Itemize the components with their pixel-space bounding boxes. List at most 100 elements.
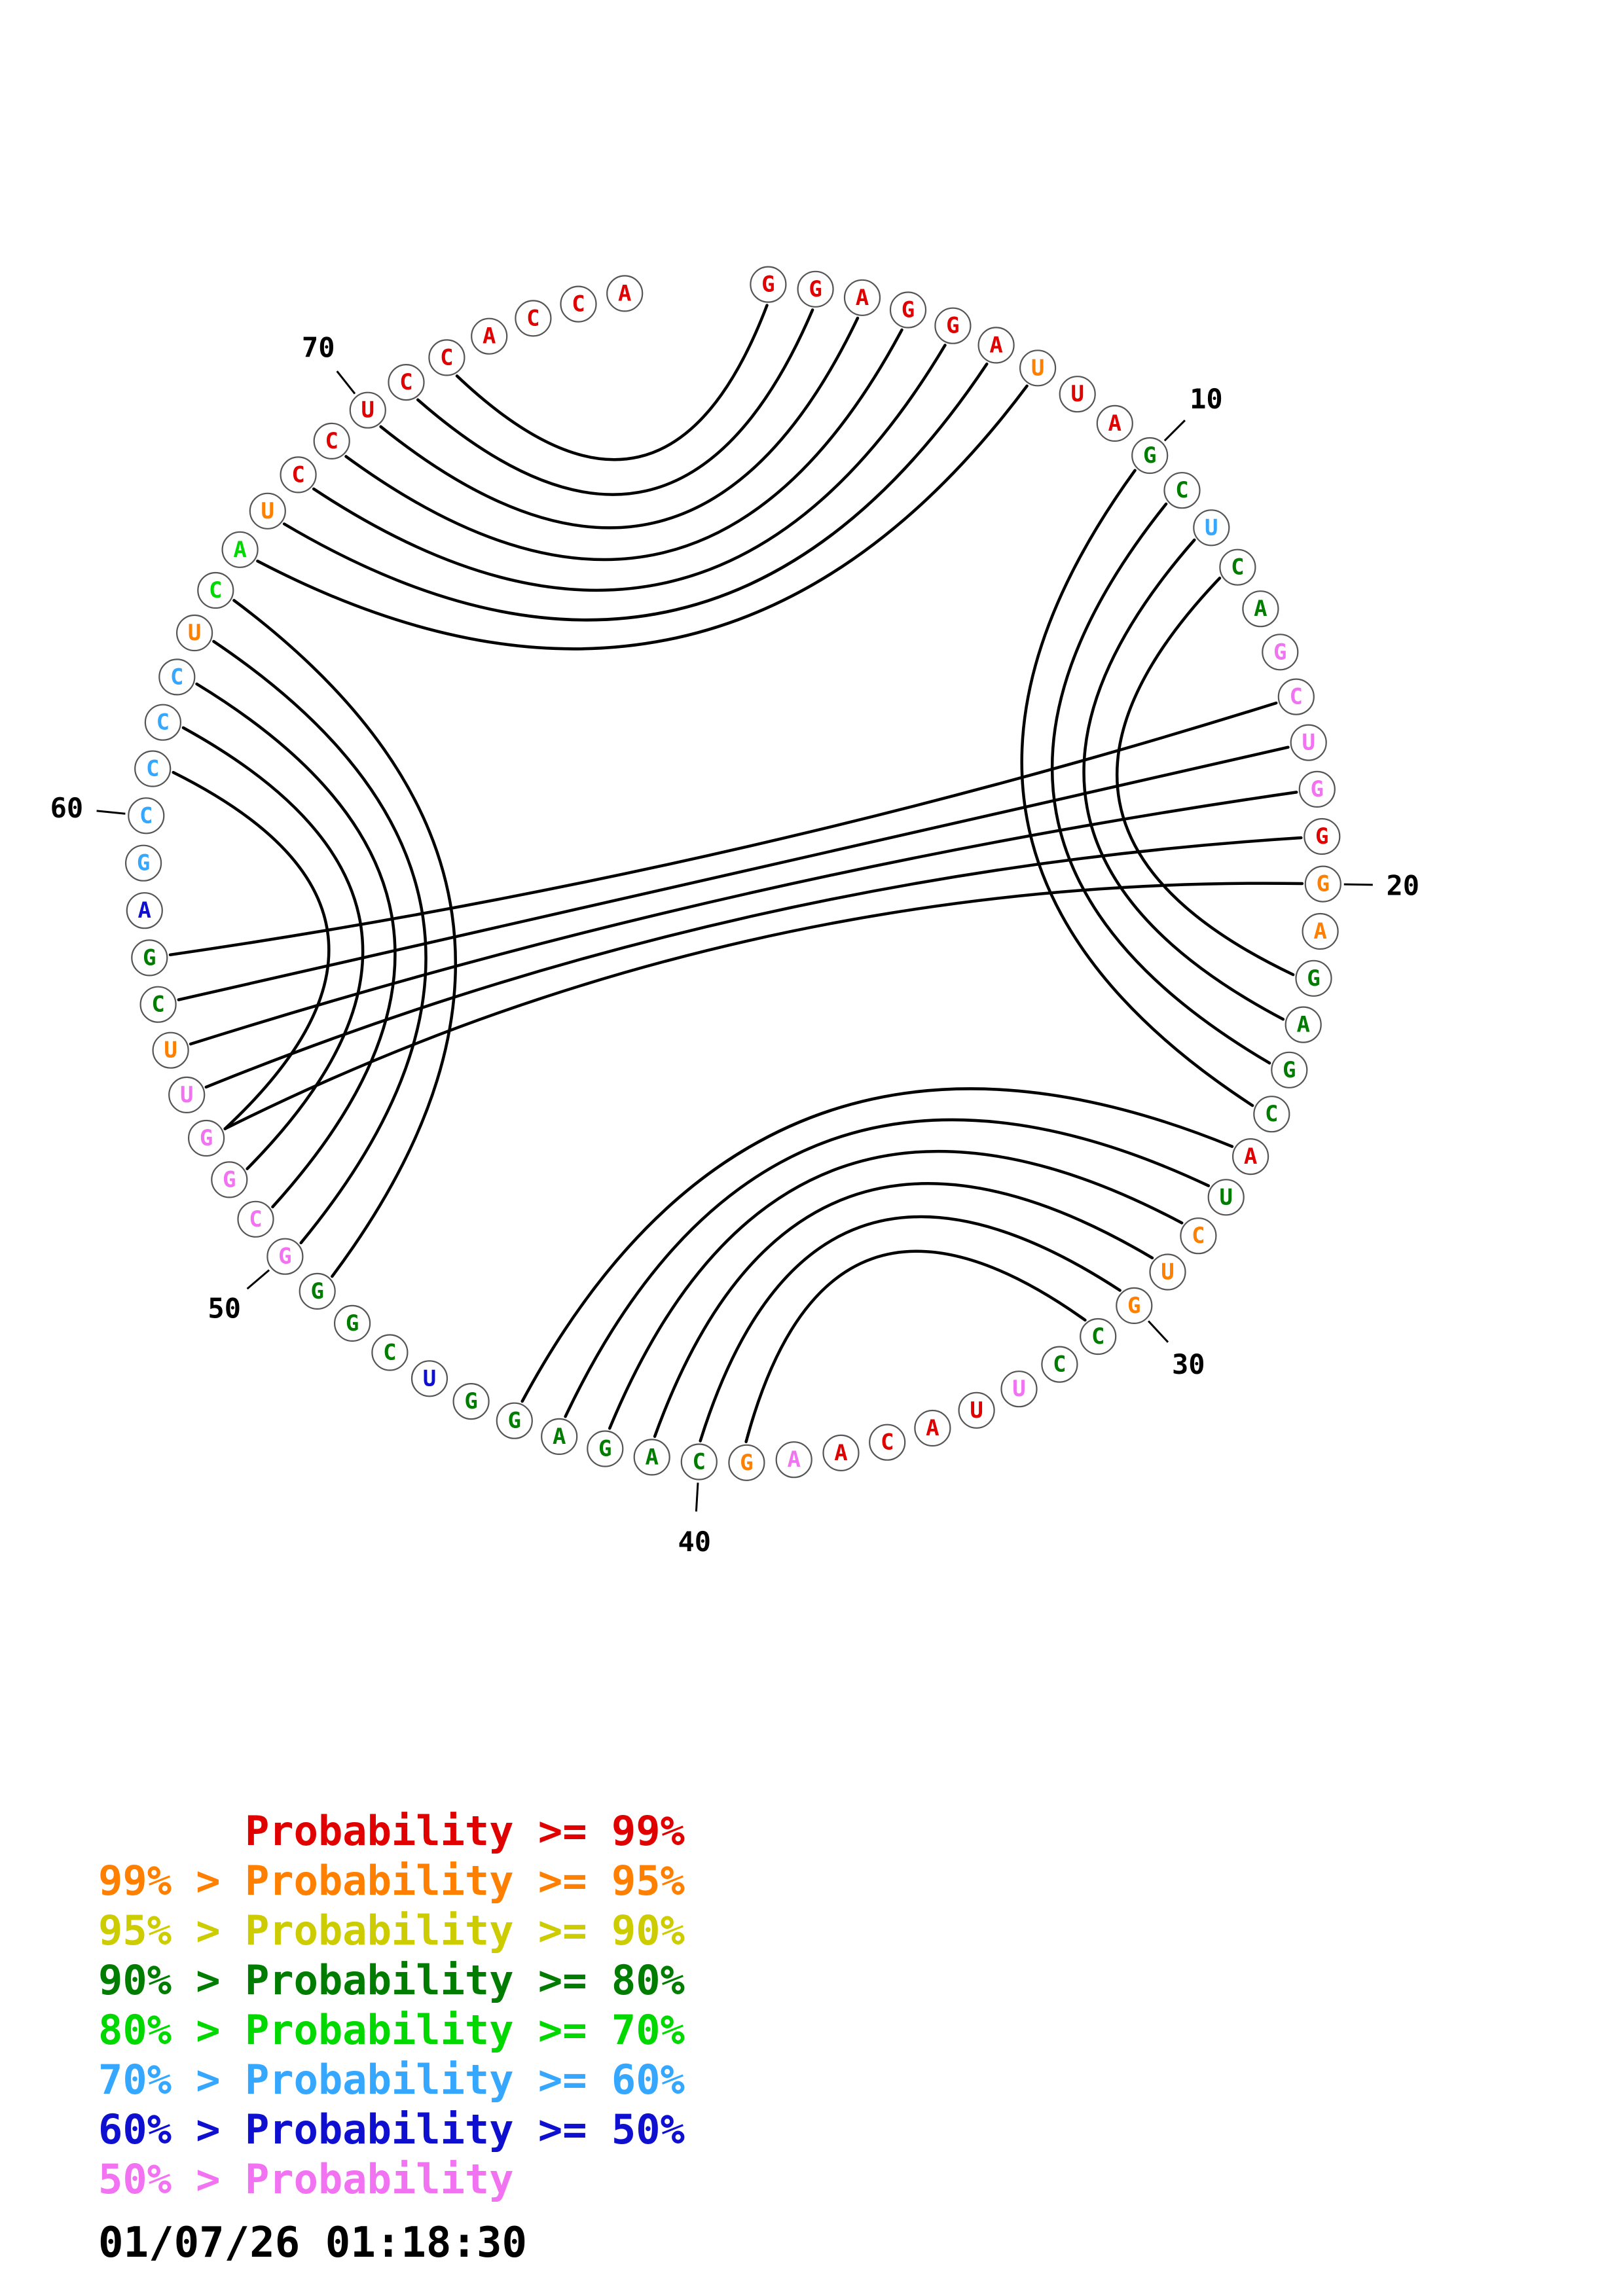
nucleotide-circle [1304, 865, 1341, 903]
nucleotide: G [496, 1402, 533, 1439]
nucleotide-letter: C [572, 291, 585, 317]
tick-line [246, 1269, 270, 1290]
nucleotide: A [775, 1441, 812, 1479]
nucleotide-circle [977, 327, 1015, 364]
nucleotide: A [1302, 912, 1339, 950]
nucleotide-letter: G [1311, 776, 1324, 802]
nucleotide-circle [221, 531, 259, 568]
base-pair-arc [232, 599, 458, 1278]
nucleotide-letter: U [1161, 1259, 1174, 1285]
nucleotide-letter: A [1244, 1143, 1257, 1170]
nucleotide-letter: A [834, 1440, 847, 1466]
nucleotide: C [1277, 678, 1315, 715]
nucleotide: G [797, 270, 834, 308]
legend-item-1: Probability >= 99% [98, 1807, 685, 1855]
nucleotide: G [299, 1272, 336, 1310]
base-pair-arc [212, 639, 428, 1245]
nucleotide-circle [1285, 1006, 1322, 1043]
nucleotide-circle [452, 1383, 490, 1420]
nucleotide-circle [1080, 1318, 1117, 1355]
nucleotide-circle [131, 939, 168, 977]
base-pair-arc [181, 726, 365, 1170]
nucleotide-letter: U [164, 1037, 177, 1064]
nucleotide-letter: G [310, 1278, 323, 1304]
nucleotide: C [1041, 1346, 1078, 1383]
base-pair-arc [520, 1087, 1234, 1403]
nucleotide-letter: G [598, 1436, 611, 1462]
tick-line [695, 1482, 699, 1512]
base-pair-arc [223, 882, 1304, 1130]
nucleotide-letter: A [1296, 1012, 1309, 1038]
nucleotide-letter: G [1283, 1057, 1296, 1083]
nucleotide-circle [1295, 960, 1332, 997]
nucleotide: G [125, 844, 162, 882]
nucleotide: C [428, 339, 465, 376]
nucleotide-circle [515, 300, 552, 337]
nucleotide-letter: C [440, 344, 453, 370]
nucleotide-circle [313, 422, 350, 460]
nucleotide-letter: A [618, 280, 631, 306]
nucleotide-circle [139, 986, 177, 1023]
nucleotide-circle [128, 797, 165, 834]
legend-item-2: 99% > Probability >= 95% [98, 1857, 685, 1905]
base-pair-arc [189, 791, 1298, 1046]
nucleotide-letter: C [156, 709, 170, 736]
nucleotide-letter: C [146, 756, 159, 782]
nucleotide-circle [1019, 350, 1057, 387]
nucleotide: C [197, 571, 234, 609]
nucleotide-circle [869, 1424, 906, 1461]
nucleotide-letter: G [740, 1450, 753, 1476]
nucleotide: G [1271, 1051, 1308, 1088]
nucleotide: C [128, 797, 165, 834]
base-pair-arc [653, 1182, 1154, 1438]
nucleotide: C [371, 1334, 409, 1371]
nucleotide: C [237, 1200, 274, 1238]
nucleotide-circle [914, 1409, 951, 1447]
nucleotide: G [587, 1430, 624, 1467]
base-pair-arc [1116, 577, 1295, 977]
nucleotide-letter: C [139, 802, 153, 829]
nucleotide-circle [1277, 678, 1315, 715]
nucleotide-letter: G [278, 1244, 291, 1270]
nucleotide: G [750, 266, 787, 303]
nucleotide: G [934, 307, 972, 344]
nucleotide-letter: U [1012, 1376, 1025, 1402]
base-pair-arc [416, 308, 814, 496]
nucleotide: G [1304, 817, 1341, 855]
legend-item-5: 80% > Probability >= 70% [98, 2006, 685, 2054]
nucleotide: A [541, 1418, 578, 1455]
nucleotide-letter: U [1031, 355, 1044, 381]
nucleotide-letter: G [223, 1166, 236, 1193]
nucleotide-circle [428, 339, 465, 376]
base-pair-arc [1020, 469, 1254, 1107]
nucleotide-letter: A [1313, 918, 1326, 944]
nucleotide-letter: C [1290, 684, 1303, 710]
nucleotide: A [126, 892, 163, 929]
legend-item-7: 60% > Probability >= 50% [98, 2106, 685, 2153]
pair-arcs [168, 304, 1304, 1444]
base-pair-arc [744, 1249, 1087, 1444]
base-pair-arc [195, 682, 397, 1209]
nucleotide-circle [1149, 1253, 1186, 1291]
nucleotide-circle [134, 750, 172, 787]
tick-line [336, 370, 356, 395]
nucleotide-circle [471, 317, 508, 355]
nucleotide-letter: U [970, 1397, 983, 1424]
nucleotide-letter: U [1219, 1184, 1232, 1210]
nucleotide-circle [1298, 770, 1336, 808]
nucleotide-circle [333, 1304, 371, 1342]
nucleotide-circle [1271, 1051, 1308, 1088]
nucleotide-letter: A [645, 1444, 658, 1470]
nucleotide-letter: G [1273, 639, 1286, 665]
nucleotide: C [1180, 1217, 1217, 1255]
nucleotide: G [1131, 437, 1169, 475]
nucleotide-circle [606, 275, 644, 312]
nucleotide: U [1193, 509, 1230, 547]
nucleotide-letter: A [233, 537, 246, 563]
nucleotide-letter: C [170, 664, 183, 690]
nucleotide-letter: U [261, 498, 274, 524]
nucleotide-circle [249, 492, 286, 529]
nucleotide-letter: C [249, 1206, 262, 1232]
nucleotide-letter: U [361, 397, 374, 423]
